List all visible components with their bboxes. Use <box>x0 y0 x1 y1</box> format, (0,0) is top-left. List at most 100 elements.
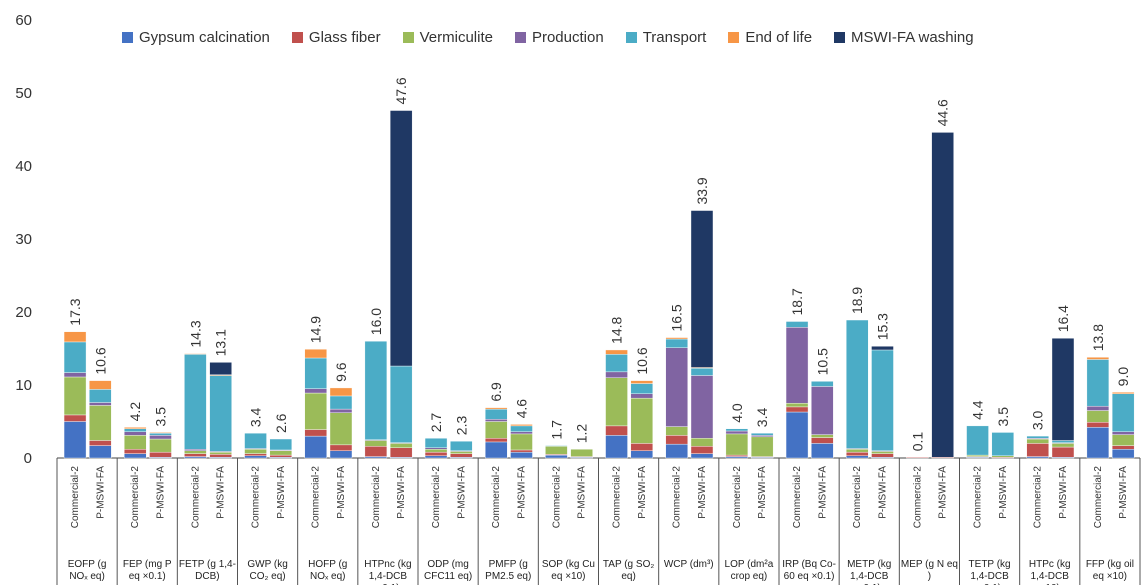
bar-segment <box>63 376 87 416</box>
bar-segment <box>1051 338 1075 441</box>
total-label: 9.0 <box>1115 367 1131 387</box>
legend-item: Production <box>514 29 604 46</box>
bar-segment <box>690 368 714 376</box>
bar-segment <box>1111 445 1135 450</box>
total-label: 9.6 <box>333 362 349 382</box>
x-tick-label: P-MSWI-FA <box>155 466 166 519</box>
x-tick-label: Commercial-2 <box>732 466 743 529</box>
bar-segment <box>244 453 267 457</box>
bar-segment <box>605 371 628 378</box>
total-label: 10.5 <box>814 348 830 375</box>
total-label: 13.8 <box>1090 324 1106 351</box>
bar-segment <box>424 447 448 450</box>
legend-label: Gypsum calcination <box>139 29 270 46</box>
legend-swatch <box>625 32 637 43</box>
bar-segment <box>485 421 508 439</box>
bar-segment <box>785 327 809 404</box>
bar-segment <box>510 424 533 427</box>
bar-segment <box>871 346 894 351</box>
bar-segment <box>124 435 147 450</box>
total-label: 15.3 <box>874 313 890 340</box>
bar-segment <box>389 110 413 367</box>
bar-segment <box>605 377 628 427</box>
bar-segment <box>1026 443 1049 457</box>
x-tick-label: Commercial-2 <box>1033 466 1044 529</box>
bar-segment <box>545 454 568 459</box>
bar-segment <box>1111 434 1135 446</box>
bar-segment <box>630 393 654 399</box>
bar-segment <box>424 449 448 453</box>
total-label: 1.7 <box>548 420 564 440</box>
legend: Gypsum calcination Glass fiber Vermiculite… <box>122 29 974 46</box>
group-label: GWP (kg CO₂ eq) <box>247 559 288 582</box>
bar-segment <box>785 403 809 408</box>
bar-segment <box>244 432 267 449</box>
total-label: 16.4 <box>1055 305 1071 332</box>
group-label: MEP (g N eq ) <box>900 559 958 582</box>
bar-segment <box>725 430 749 435</box>
bar-segment <box>1026 435 1049 439</box>
x-tick-label: P-MSWI-FA <box>697 466 708 519</box>
y-tick-label: 20 <box>15 304 32 321</box>
x-tick-label: P-MSWI-FA <box>516 466 527 519</box>
legend-swatch <box>728 32 740 43</box>
bar-segment <box>364 341 388 440</box>
x-tick-label: P-MSWI-FA <box>276 466 287 519</box>
bar-segment <box>89 440 112 446</box>
bar-segment <box>424 438 448 448</box>
x-tick-label: Commercial-2 <box>973 466 984 529</box>
total-label: 2.7 <box>428 413 444 433</box>
legend-label: Glass fiber <box>308 29 381 46</box>
bar-segment <box>690 453 714 459</box>
bar-segment <box>665 443 688 459</box>
total-label: 13.1 <box>213 329 229 356</box>
total-label: 4.4 <box>970 400 986 420</box>
legend-item: Vermiculite <box>402 29 493 46</box>
x-tick-label: P-MSWI-FA <box>1058 466 1069 519</box>
legend-label: Transport <box>642 29 707 46</box>
bar-segment <box>846 449 869 453</box>
bar-segment <box>665 426 688 436</box>
x-tick-label: Commercial-2 <box>371 466 382 529</box>
bar-segment <box>1086 357 1110 360</box>
bar-segment <box>184 354 207 450</box>
x-tick-label: P-MSWI-FA <box>396 466 407 519</box>
bar-segment <box>665 347 688 427</box>
x-tick-label: Commercial-2 <box>130 466 141 529</box>
bar-segment <box>389 447 413 458</box>
x-tick-label: Commercial-2 <box>912 466 923 529</box>
bar-segment <box>184 453 207 457</box>
x-tick-label: P-MSWI-FA <box>456 466 467 519</box>
total-label: 18.9 <box>849 287 865 314</box>
bar-segment <box>184 456 207 459</box>
total-label: 4.6 <box>513 399 529 419</box>
bar-segment <box>364 440 388 447</box>
bar-segment <box>424 455 448 459</box>
bar-segment <box>63 372 87 378</box>
bar-segment <box>244 455 267 459</box>
bar-segment <box>665 338 688 348</box>
total-label: 4.2 <box>127 402 143 422</box>
bar-segment <box>690 438 714 447</box>
legend-item: Glass fiber <box>291 29 381 46</box>
x-tick-label: Commercial-2 <box>70 466 81 529</box>
total-label: 3.5 <box>995 407 1011 427</box>
bar-segment <box>304 357 327 389</box>
legend-swatch <box>122 32 133 43</box>
bar-segment <box>184 353 207 355</box>
y-tick-label: 10 <box>15 377 32 394</box>
x-tick-label: Commercial-2 <box>251 466 262 529</box>
total-label: 3.0 <box>1030 410 1046 430</box>
bar-segment <box>1086 410 1110 423</box>
bar-segment <box>846 455 869 459</box>
total-label: 3.4 <box>248 408 264 428</box>
x-tick-label: P-MSWI-FA <box>817 466 828 519</box>
bar-segment <box>605 425 628 436</box>
group-label: LOP (dm²a crop eq) <box>724 559 774 582</box>
bar-segment <box>785 411 809 459</box>
group-label: TAP (g SO₂ eq) <box>602 559 655 582</box>
group-label: METP (kg 1,4-DCB ×0.1) <box>847 559 892 585</box>
bar-segment <box>269 454 293 458</box>
total-label: 17.3 <box>67 298 83 325</box>
